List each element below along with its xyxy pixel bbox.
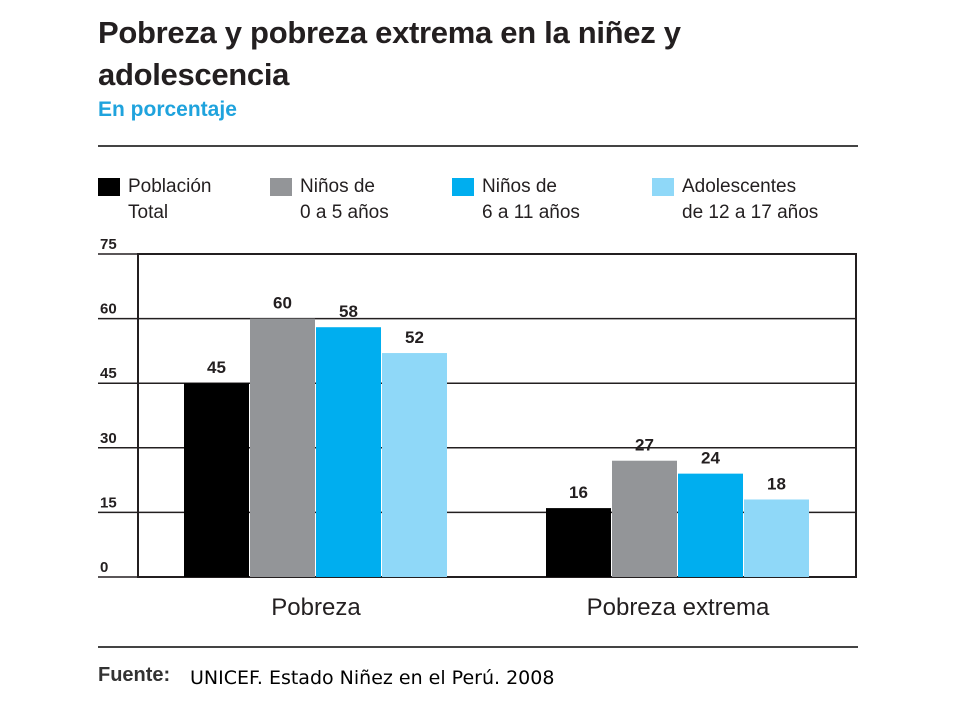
legend-item-ninos-6-11: Niños de 6 a 11 años [452,174,580,226]
bar-value-label: 18 [767,474,786,493]
bar-value-label: 45 [207,358,226,377]
bar [184,383,249,577]
bar [546,508,611,577]
legend-label: Niños de 6 a 11 años [482,176,580,223]
legend-item-ninos-0-5: Niños de 0 a 5 años [270,174,389,226]
source-note: Fuente: UNICEF. Estado Niñez en el Perú.… [98,664,554,689]
y-tick-label: 60 [100,301,117,318]
bar-value-label: 58 [339,302,358,321]
y-tick-label: 0 [100,559,108,576]
bar [744,499,809,577]
bar [316,327,381,577]
plot-frame [137,253,857,578]
category-label: Pobreza extrema [587,594,770,621]
bar-value-label: 16 [569,483,588,502]
y-tick-label: 45 [100,365,117,382]
bar [678,473,743,577]
legend-label: Población Total [128,176,212,223]
bottom-divider [98,646,858,648]
bar-value-label: 27 [635,436,654,455]
y-tick-label: 15 [100,494,117,511]
legend-swatch [452,178,474,196]
bar-chart: 0 15 30 45 60 75 45 60 58 52 Pobreza 16 27 24 18 Pobrez… [98,236,857,621]
bar [250,318,315,577]
legend-item-adolescentes: Adolescentes de 12 a 17 años [652,174,818,226]
legend: Población Total Niños de 0 a 5 años Niño… [98,174,858,234]
bar-value-label: 60 [273,294,292,313]
legend-item-poblacion-total: Población Total [98,174,211,226]
y-tick-label: 75 [100,236,117,253]
legend-swatch [98,178,120,196]
bar [382,353,447,577]
legend-swatch [652,178,674,196]
legend-swatch [270,178,292,196]
bar-value-label: 52 [405,328,424,347]
source-label: Fuente: [98,664,171,686]
legend-label: Niños de 0 a 5 años [300,176,389,223]
legend-label: Adolescentes de 12 a 17 años [682,176,819,223]
chart-title: Pobreza y pobreza extrema en la niñez y … [98,15,681,92]
bar [612,460,677,577]
bar-value-label: 24 [701,449,720,468]
top-divider [98,145,858,147]
chart-subtitle: En porcentaje [98,98,237,121]
y-tick-label: 30 [100,430,117,447]
source-text: UNICEF. Estado Niñez en el Perú. 2008 [190,667,555,689]
category-label: Pobreza [271,594,361,621]
